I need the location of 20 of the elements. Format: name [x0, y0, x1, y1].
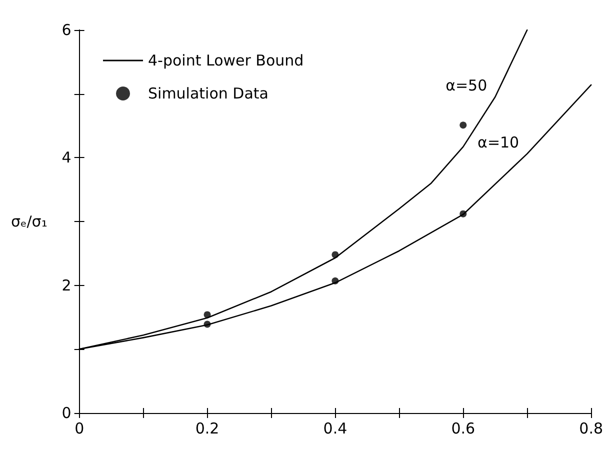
legend-label: 4-point Lower Bound — [148, 52, 304, 70]
x-tick-label: 0 — [74, 420, 84, 438]
point — [460, 210, 467, 218]
y-tick-label: 0 — [62, 404, 72, 422]
annotation: α=50 — [446, 76, 488, 95]
x-tick-label: 0.6 — [451, 420, 476, 438]
y-tick-label: 6 — [62, 21, 72, 39]
x-tick-label: 0.4 — [323, 420, 348, 438]
y-tick-label: 2 — [62, 276, 72, 294]
y-axis-title: σₑ/σ₁ — [10, 212, 48, 230]
x-tick-label: 0.8 — [579, 420, 603, 438]
legend-label: Simulation Data — [148, 84, 268, 102]
point — [332, 251, 339, 258]
x-tick-label: 0.2 — [195, 420, 220, 438]
point — [332, 277, 339, 284]
annotation: α=10 — [478, 133, 520, 152]
point — [460, 122, 467, 129]
point — [204, 311, 211, 318]
point — [204, 320, 211, 328]
y-tick-label: 4 — [62, 148, 72, 167]
